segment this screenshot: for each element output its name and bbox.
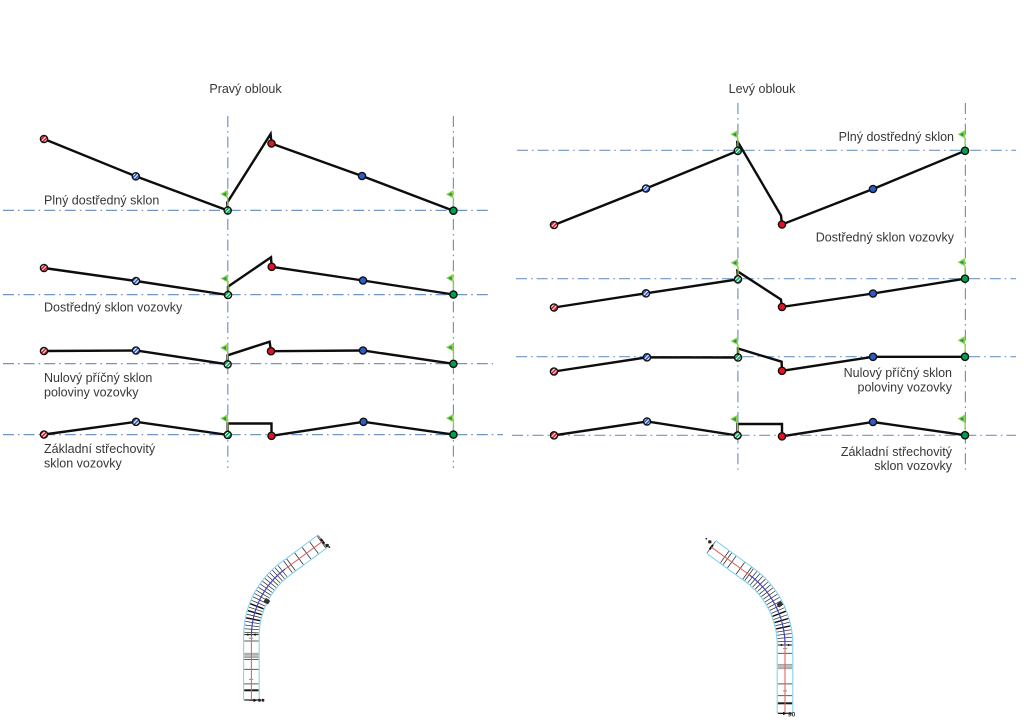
svg-text:Základní střechovitý: Základní střechovitý — [44, 442, 156, 456]
svg-text:poloviny vozovky: poloviny vozovky — [44, 386, 139, 400]
svg-text:Levý oblouk: Levý oblouk — [729, 82, 796, 96]
svg-text:Nulový příčný sklon: Nulový příčný sklon — [44, 371, 152, 385]
svg-text:Nulový příčný sklon: Nulový příčný sklon — [844, 366, 952, 380]
svg-text:Dostředný sklon vozovky: Dostředný sklon vozovky — [816, 231, 955, 245]
svg-text:Základní střechovitý: Základní střechovitý — [841, 445, 953, 459]
svg-text:Plný dostředný sklon: Plný dostředný sklon — [839, 130, 954, 144]
svg-text:90: 90 — [788, 711, 796, 718]
svg-text:sklon vozovky: sklon vozovky — [874, 459, 953, 473]
svg-text:poloviny vozovky: poloviny vozovky — [858, 380, 953, 394]
svg-text:Plný dostředný sklon: Plný dostředný sklon — [44, 194, 159, 208]
svg-text:Pravý oblouk: Pravý oblouk — [209, 82, 282, 96]
svg-text:Dostředný sklon vozovky: Dostředný sklon vozovky — [44, 301, 183, 315]
svg-text:sklon vozovky: sklon vozovky — [44, 457, 123, 471]
